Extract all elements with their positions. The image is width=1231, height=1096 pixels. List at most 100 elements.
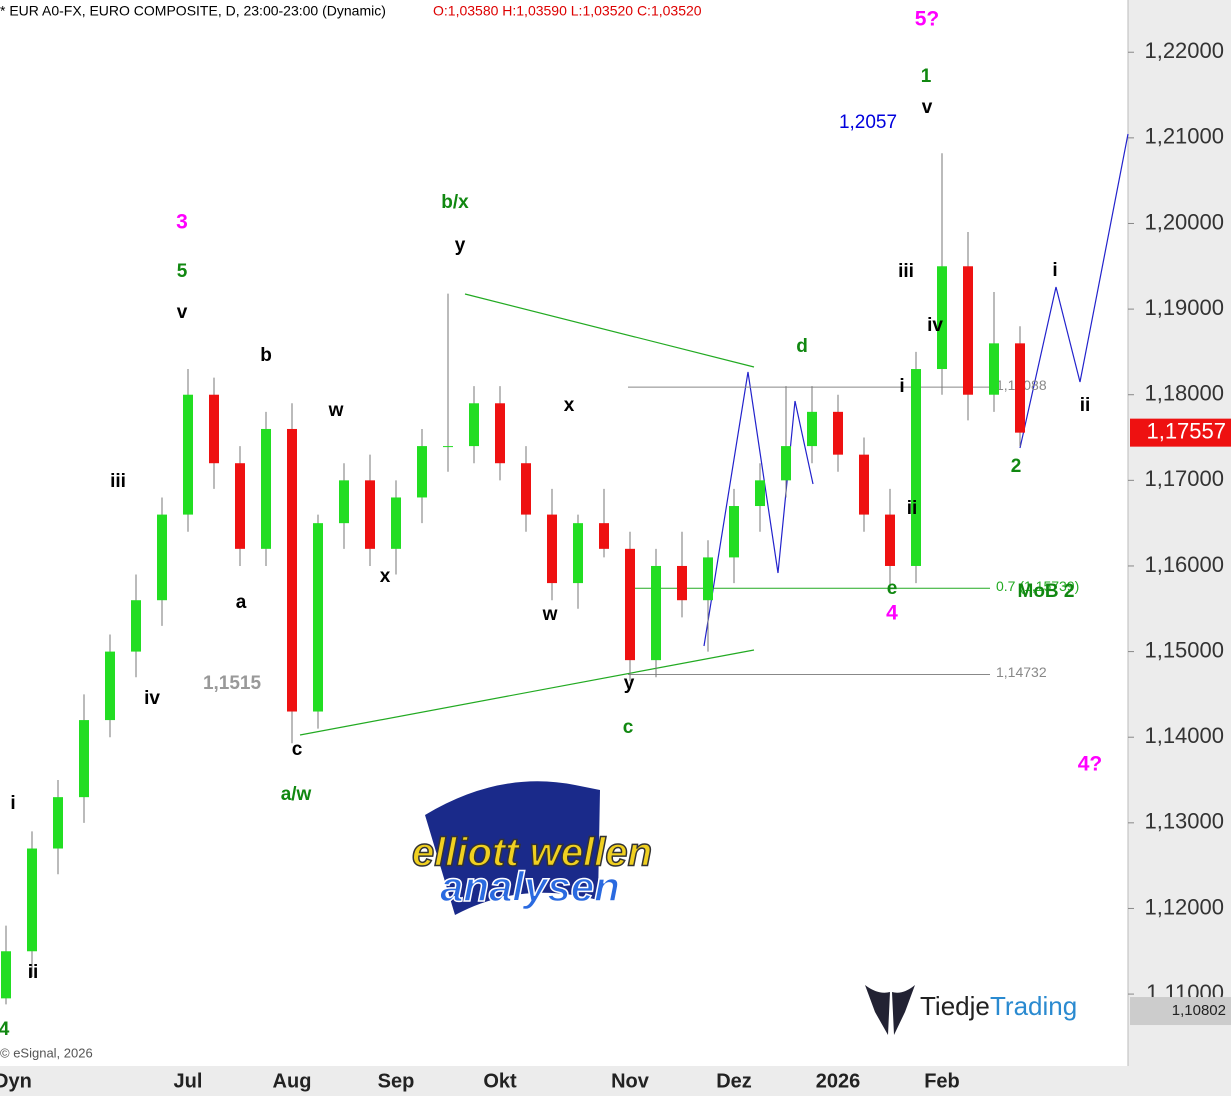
candle-body — [547, 514, 557, 584]
wave-label: y — [624, 673, 635, 694]
candle-body — [677, 565, 687, 601]
ohlc-text: O:1,03580 H:1,03590 L:1,03520 C:1,03520 — [433, 3, 702, 19]
candle-body — [391, 497, 401, 549]
wave-label: 4 — [0, 1019, 10, 1040]
wave-label: 1 — [921, 66, 932, 87]
candle-body — [261, 428, 271, 549]
wave-label: 3 — [176, 211, 188, 234]
candle-body — [703, 557, 713, 601]
y-tick-label: 1,20000 — [1144, 209, 1224, 234]
wave-label: 2 — [1011, 456, 1022, 477]
wave-label: x — [564, 395, 575, 416]
candle-body — [53, 797, 63, 849]
projection — [703, 371, 814, 647]
wave-label: w — [328, 400, 344, 421]
x-tick-label: Dez — [716, 1070, 752, 1092]
wave-label: a/w — [281, 784, 312, 805]
candle-body — [885, 514, 895, 566]
candle-body — [313, 523, 323, 712]
wave-label: iii — [898, 261, 914, 282]
x-axis-panel — [0, 1066, 1231, 1096]
candle-body — [807, 411, 817, 447]
wave-label: b/x — [441, 192, 469, 213]
wave-label: i — [899, 376, 904, 397]
candle-body — [833, 411, 843, 455]
x-tick-label: Sep — [378, 1070, 415, 1092]
wave-label: 4? — [1078, 753, 1103, 776]
candle-body — [755, 480, 765, 507]
wave-label: ii — [1080, 395, 1091, 416]
x-tick-label: Feb — [924, 1070, 960, 1092]
copyright: © eSignal, 2026 — [0, 1045, 93, 1060]
candle-body — [911, 369, 921, 566]
price-box — [1130, 997, 1231, 1026]
candle-body — [651, 565, 661, 661]
x-tick-label: 2026 — [816, 1070, 861, 1092]
wave-label: i — [1052, 260, 1057, 281]
trendlines — [299, 133, 1129, 736]
projection — [1019, 133, 1129, 449]
wave-label: w — [542, 604, 558, 625]
wave-label: ii — [907, 498, 918, 519]
y-tick-label: 1,19000 — [1144, 295, 1224, 320]
level-label: 1,14732 — [996, 664, 1047, 680]
candle-body — [495, 403, 505, 464]
wave-label: 5? — [915, 8, 940, 31]
y-tick-label: 1,13000 — [1144, 809, 1224, 834]
wave-label: d — [796, 336, 808, 357]
candle-body — [1, 951, 11, 999]
wave-label: y — [455, 235, 466, 256]
logo-text: Trading — [990, 991, 1077, 1021]
wave-label: c — [292, 739, 303, 760]
y-tick-label: 1,14000 — [1144, 723, 1224, 748]
wave-label: v — [177, 302, 188, 323]
level-label: 0.7 (1,15739) — [996, 578, 1079, 594]
wave-label: MoB 2 — [1018, 581, 1075, 602]
candle-body — [209, 394, 219, 464]
wave-label: ii — [28, 962, 39, 983]
wave-label: iv — [927, 315, 943, 336]
y-tick-label: 1,15000 — [1144, 637, 1224, 662]
axis-corner: Dyn — [0, 1070, 32, 1092]
y-tick-label: 1,16000 — [1144, 552, 1224, 577]
y-tick-label: 1,21000 — [1144, 124, 1224, 149]
wave-label: b — [260, 345, 272, 366]
candle-body — [365, 480, 375, 549]
logo-ewa: elliott wellen analysen — [411, 781, 653, 915]
candle-body — [521, 463, 531, 515]
candle-body — [79, 720, 89, 798]
wave-label: c — [623, 717, 634, 738]
price-box-label: 1,10802 — [1172, 1002, 1226, 1019]
wave-label: e — [887, 578, 898, 599]
flag — [425, 781, 600, 915]
candle-body — [963, 266, 973, 395]
wave-label: 1,1515 — [203, 673, 262, 694]
logo-text: Tiedje — [920, 991, 990, 1021]
price-box — [1130, 418, 1231, 447]
price-box-label: 1,17557 — [1146, 418, 1226, 443]
x-tick-label: Jul — [174, 1070, 203, 1092]
trendline — [464, 293, 755, 368]
bull-icon — [865, 985, 915, 1035]
logo-text: elliott wellen — [412, 831, 652, 875]
wave-label: v — [922, 97, 933, 118]
candle-body — [1015, 343, 1025, 433]
y-tick-label: 1,22000 — [1144, 38, 1224, 63]
candles — [1, 153, 1025, 1005]
candle-body — [729, 506, 739, 558]
wave-label: a — [236, 592, 247, 613]
candle-body — [339, 480, 349, 524]
wave-label: i — [10, 793, 15, 814]
candle-body — [157, 514, 167, 601]
candle-body — [105, 651, 115, 721]
candle-body — [599, 523, 609, 549]
wave-label: 5 — [177, 261, 188, 282]
header: * EUR A0-FX, EURO COMPOSITE, D, 23:00-23… — [0, 3, 386, 19]
wave-label: x — [380, 566, 391, 587]
y-tick-label: 1,18000 — [1144, 381, 1224, 406]
x-tick-label: Nov — [611, 1070, 650, 1092]
candle-body — [573, 523, 583, 584]
candle-body — [417, 446, 427, 498]
